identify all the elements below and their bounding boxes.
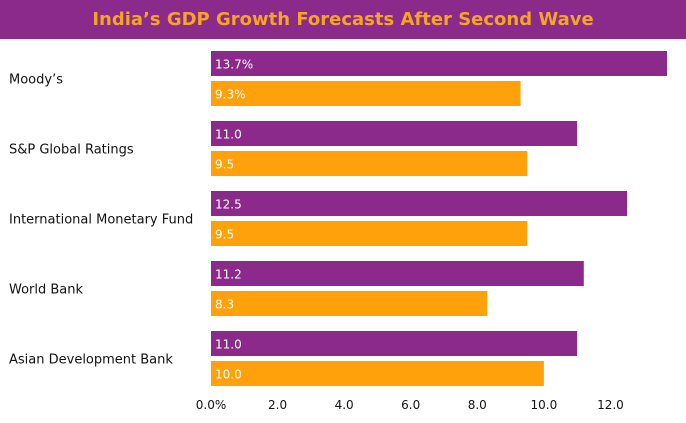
bar-value-label: 13.7% — [215, 58, 253, 72]
bar-value-label: 10.0 — [215, 368, 242, 382]
bar-value-label: 9.5 — [215, 228, 234, 242]
bar — [211, 81, 521, 106]
bar — [211, 121, 578, 146]
bar — [211, 331, 578, 356]
chart-title-bar: India’s GDP Growth Forecasts After Secon… — [0, 0, 686, 39]
category-label: Asian Development Bank — [9, 353, 173, 368]
category-label: World Bank — [9, 283, 84, 298]
x-tick-label: 4.0 — [335, 398, 354, 412]
bar-value-label: 12.5 — [215, 198, 242, 212]
bar — [211, 151, 528, 176]
bar-value-label: 9.5 — [215, 158, 234, 172]
bar-value-label: 9.3% — [215, 88, 246, 102]
bar — [211, 51, 668, 76]
chart-title: India’s GDP Growth Forecasts After Secon… — [92, 9, 594, 30]
x-tick-label: 12.0 — [597, 398, 624, 412]
category-label: Moody’s — [9, 73, 63, 88]
bar — [211, 261, 584, 286]
bar-value-label: 11.2 — [215, 268, 242, 282]
bar-value-label: 11.0 — [215, 128, 242, 142]
category-label: International Monetary Fund — [9, 213, 193, 228]
x-tick-label: 10.0 — [530, 398, 557, 412]
x-tick-label: 8.0 — [468, 398, 487, 412]
category-label: S&P Global Ratings — [9, 143, 134, 158]
bar-value-label: 11.0 — [215, 338, 242, 352]
bar-value-label: 8.3 — [215, 298, 234, 312]
x-tick-label: 6.0 — [401, 398, 420, 412]
x-tick-label: 0.0% — [196, 398, 227, 412]
bar — [211, 291, 488, 316]
x-tick-label: 2.0 — [268, 398, 287, 412]
bar — [211, 221, 528, 246]
bar — [211, 191, 628, 216]
bar — [211, 361, 544, 386]
